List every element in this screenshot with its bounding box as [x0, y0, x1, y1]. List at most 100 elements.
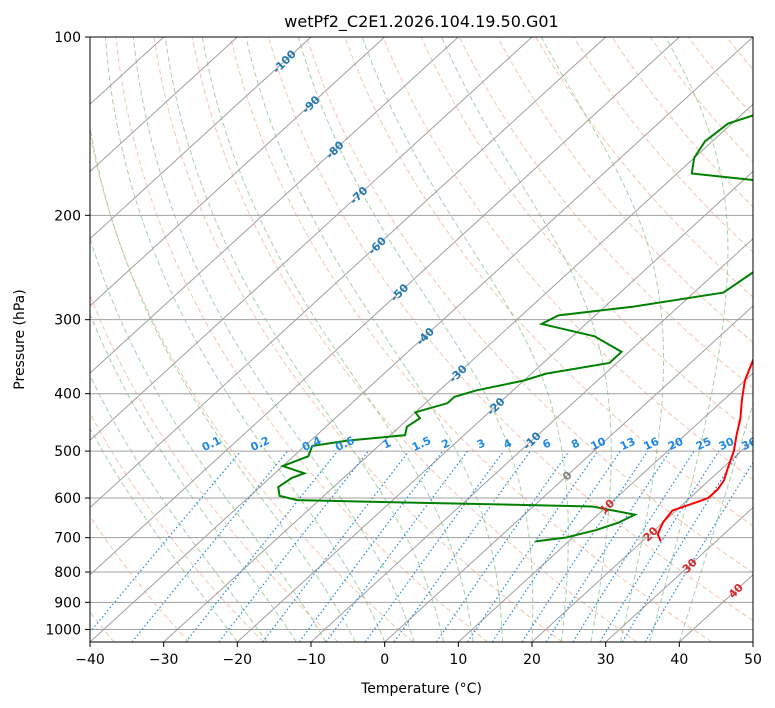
y-tick-label: 900 [54, 595, 81, 611]
mixing-ratio-label: 13 [618, 435, 637, 453]
mixing-ratio-line [262, 450, 410, 642]
y-tick-label: 200 [54, 208, 81, 224]
moist-adiabat [649, 37, 729, 642]
y-tick-label: 800 [54, 565, 81, 581]
mixing-ratio-line [599, 450, 720, 642]
y-tick-label: 100 [54, 30, 81, 46]
isotherm [457, 372, 753, 642]
isotherm [236, 170, 753, 642]
isotherm [90, 37, 753, 642]
dry-adiabat [497, 37, 753, 344]
background-lines [90, 37, 775, 642]
mixing-ratio-label: 1 [381, 436, 393, 451]
mixing-ratio-label: 36 [740, 435, 760, 453]
mixing-ratio-line [491, 450, 621, 642]
mixing-ratio-line [185, 450, 339, 642]
isotherm [90, 37, 680, 576]
isotherm [90, 37, 386, 307]
x-tick-label: 40 [670, 652, 688, 668]
mixing-ratio-label: 20 [666, 435, 686, 453]
mixing-ratio-line [435, 450, 570, 642]
isotherm [90, 37, 533, 442]
dry-adiabat [306, 37, 753, 574]
isotherm [384, 305, 753, 642]
dry-adiabat [90, 131, 414, 642]
chart-title: wetPf2_C2E1.2026.104.19.50.G01 [284, 12, 558, 32]
y-tick-label: 400 [54, 387, 81, 403]
mixing-ratio-label: 8 [569, 436, 581, 451]
y-tick-label: 600 [54, 491, 81, 507]
x-tick-label: −40 [75, 652, 105, 668]
moist-adiabat [540, 37, 665, 642]
x-tick-label: 0 [380, 652, 389, 668]
dewpoint-line [277, 114, 753, 543]
moist-adiabat [90, 312, 297, 642]
mixing-ratio-line [325, 450, 469, 642]
dry-adiabat [687, 37, 753, 117]
dry-adiabat [649, 37, 753, 163]
mixing-ratio-line [393, 450, 531, 642]
mixing-ratio-label: 16 [642, 435, 662, 453]
x-tick-label: 30 [597, 652, 615, 668]
mixing-ratio-line [218, 450, 369, 642]
y-tick-label: 1000 [45, 622, 81, 638]
y-tick-label: 500 [54, 444, 81, 460]
moist-adiabat [201, 37, 474, 642]
mixing-ratio-line [521, 450, 649, 642]
y-axis-label: Pressure (hPa) [12, 289, 28, 389]
dry-adiabat [611, 37, 753, 208]
plot-frame [89, 36, 754, 643]
mixing-ratio-line [572, 450, 695, 642]
x-axis: −40 −30 −20 −10 0 10 20 30 40 50 [75, 642, 762, 668]
x-tick-label: 20 [523, 652, 541, 668]
isotherm [752, 641, 753, 642]
mixing-ratio-line [545, 450, 671, 642]
isotherm [605, 506, 753, 642]
mixing-ratio-label: 30 [717, 435, 737, 453]
moist-adiabat [361, 37, 569, 642]
moist-adiabat [245, 37, 504, 642]
isotherm [310, 237, 753, 642]
mixing-ratio-label: 25 [694, 435, 713, 453]
y-tick-label: 700 [54, 531, 81, 547]
mixing-ratio-line [90, 450, 242, 634]
x-tick-label: 50 [744, 652, 762, 668]
line-labels: 0.1 0.2 0.4 0.6 1 1.5 2 3 4 6 8 10 13 16 20 25 30 36-100-… [200, 47, 760, 601]
dry-adiabat [153, 37, 563, 642]
isotherm [90, 37, 607, 509]
moist-adiabat [297, 37, 534, 642]
dry-adiabat [115, 37, 488, 642]
dry-adiabat [90, 412, 264, 642]
moist-adiabat [90, 123, 356, 642]
moist-adiabat [678, 401, 753, 642]
mixing-ratio-label: 4 [501, 436, 514, 451]
dry-adiabat [344, 37, 753, 527]
mixing-ratio-line [364, 450, 505, 642]
x-tick-label: 10 [449, 652, 467, 668]
isotherm [90, 37, 238, 173]
mixing-ratio-line [621, 450, 740, 642]
dry-adiabat [573, 37, 753, 253]
moist-adiabat [90, 427, 238, 642]
x-tick-label: −10 [296, 652, 326, 668]
moist-adiabat [90, 236, 327, 642]
y-axis: 100 200 300 400 500 600 700 800 900 1000 [45, 30, 90, 638]
dry-adiabat [420, 37, 753, 435]
moist-adiabat [90, 374, 268, 642]
moist-adiabat [132, 37, 415, 642]
moist-adiabat [441, 37, 612, 642]
dry-adiabat [268, 37, 753, 622]
mixing-ratio-label: 3 [475, 436, 487, 451]
mixing-ratio-line [298, 450, 444, 642]
isotherm [531, 439, 753, 642]
temperature-line [656, 357, 753, 542]
x-tick-label: −30 [149, 652, 179, 668]
dry-adiabat [725, 37, 753, 71]
moist-adiabat [104, 37, 386, 642]
profiles [277, 114, 753, 543]
dry-adiabat [765, 37, 775, 642]
dry-adiabat [535, 37, 753, 298]
y-tick-label: 300 [54, 313, 81, 329]
moist-adiabat [164, 37, 445, 642]
